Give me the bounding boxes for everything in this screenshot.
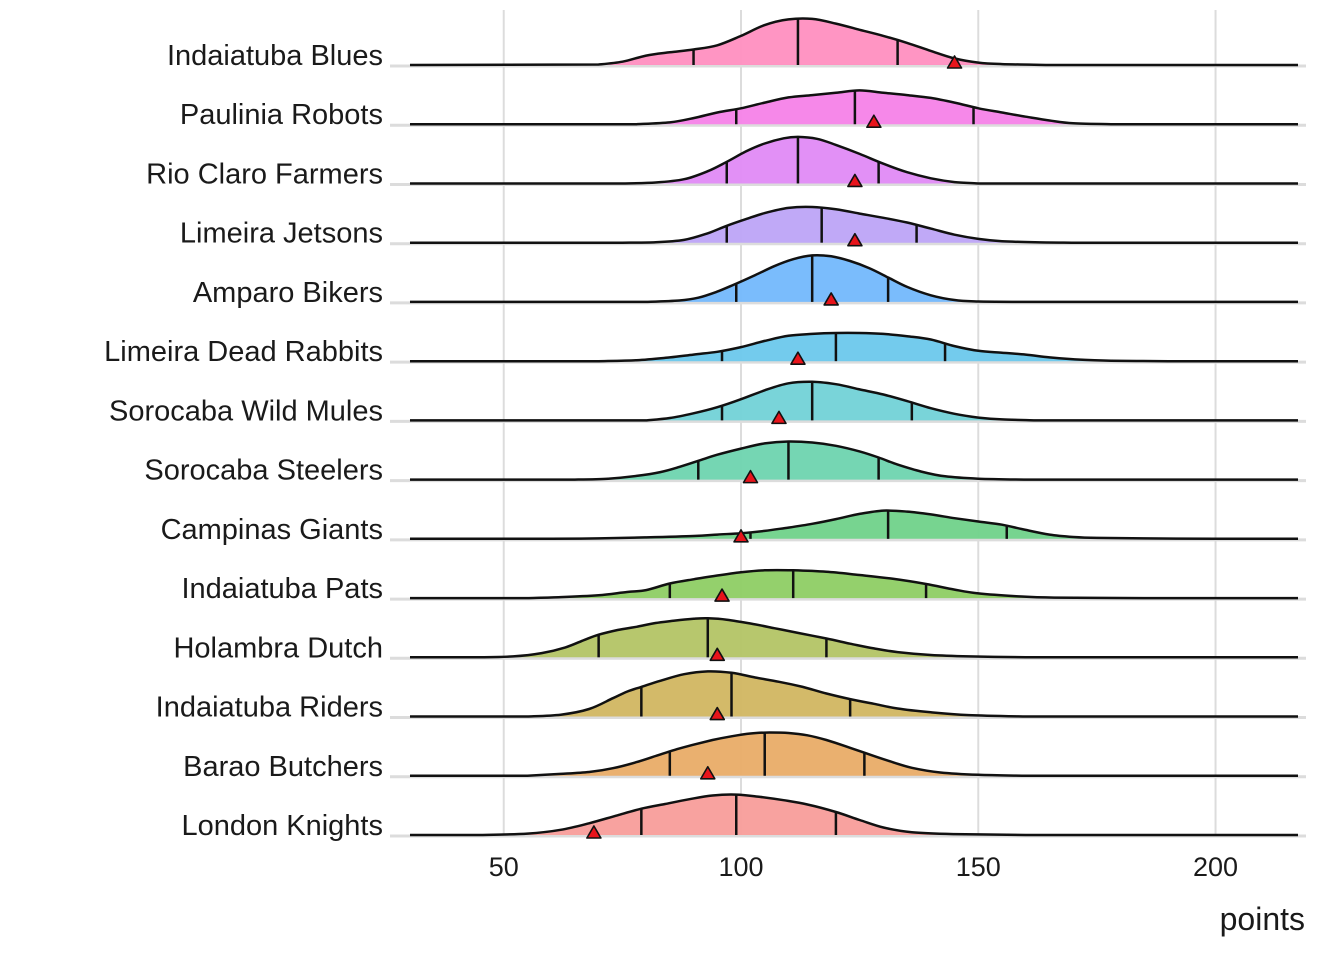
density-area xyxy=(646,255,1026,302)
density-area xyxy=(551,510,1216,539)
team-label: Amparo Bikers xyxy=(193,277,383,309)
density-area xyxy=(646,381,1036,421)
density-area xyxy=(527,671,1026,717)
ridge-barao-butchers: Barao Butchers xyxy=(183,731,1306,783)
density-area xyxy=(598,332,1169,362)
ridge-sorocaba-steelers: Sorocaba Steelers xyxy=(144,440,1306,487)
ridge-indaiatuba-pats: Indaiatuba Pats xyxy=(181,568,1306,605)
density-outline xyxy=(410,135,1298,185)
density-outline xyxy=(410,616,1298,659)
density-outline xyxy=(410,793,1298,837)
team-label: Rio Claro Farmers xyxy=(146,158,383,190)
ridge-campinas-giants: Campinas Giants xyxy=(161,509,1306,546)
ridge-rio-claro-farmers: Rio Claro Farmers xyxy=(146,135,1306,190)
x-tick-label-50: 50 xyxy=(489,852,519,882)
density-area xyxy=(622,206,1074,243)
team-label: Sorocaba Steelers xyxy=(144,455,383,487)
density-outline xyxy=(410,568,1298,600)
marker-triangle xyxy=(742,469,759,484)
team-label: Paulinia Robots xyxy=(180,99,383,131)
x-axis: 50 100 150 200 xyxy=(489,852,1238,882)
density-outline xyxy=(410,670,1298,718)
density-area xyxy=(598,18,1050,65)
team-label: Campinas Giants xyxy=(161,514,383,546)
density-outline xyxy=(410,380,1298,422)
marker-triangle xyxy=(847,232,863,247)
x-axis-title: points xyxy=(1220,901,1305,937)
ridge-sorocaba-wild-mules: Sorocaba Wild Mules xyxy=(109,380,1306,427)
density-outline xyxy=(410,440,1298,481)
marker-triangle xyxy=(771,410,787,425)
marker-triangle xyxy=(699,765,716,780)
team-label: Holambra Dutch xyxy=(173,632,383,664)
density-area xyxy=(480,618,1026,658)
ridge-paulinia-robots: Paulinia Robots xyxy=(180,89,1306,131)
ridge-limeira-dead-rabbits: Limeira Dead Rabbits xyxy=(104,331,1306,368)
team-label: Indaiatuba Pats xyxy=(181,573,383,605)
marker-triangle xyxy=(709,706,726,721)
density-outline xyxy=(410,205,1298,244)
ridge-amparo-bikers: Amparo Bikers xyxy=(193,253,1306,309)
ridge-holambra-dutch: Holambra Dutch xyxy=(173,616,1306,664)
density-outline xyxy=(410,331,1298,363)
marker-triangle xyxy=(790,351,806,365)
marker-triangle xyxy=(847,173,863,188)
marker-triangle xyxy=(866,114,882,129)
marker-triangle xyxy=(709,647,726,662)
team-label: Indaiatuba Riders xyxy=(156,692,383,724)
marker-triangle xyxy=(946,55,963,69)
marker-triangle xyxy=(823,292,839,306)
density-area xyxy=(622,136,979,184)
density-outline xyxy=(410,509,1298,541)
density-outline xyxy=(410,89,1298,126)
marker-triangle xyxy=(586,825,602,839)
x-tick-label-200: 200 xyxy=(1193,852,1238,882)
density-area xyxy=(527,570,1145,599)
x-tick-label-150: 150 xyxy=(956,852,1001,882)
ridge-limeira-jetsons: Limeira Jetsons xyxy=(180,205,1306,250)
team-label: Limeira Jetsons xyxy=(180,218,383,250)
marker-triangle xyxy=(733,529,749,543)
team-label: Limeira Dead Rabbits xyxy=(104,336,383,368)
team-label: Sorocaba Wild Mules xyxy=(109,395,383,427)
density-area xyxy=(480,794,1026,835)
ridges-layer: Indaiatuba Blues Paulinia Robots Rio Claro… xyxy=(104,17,1306,842)
ridge-indaiatuba-blues: Indaiatuba Blues xyxy=(167,17,1306,72)
density-area xyxy=(636,90,1112,125)
ridge-indaiatuba-riders: Indaiatuba Riders xyxy=(156,670,1306,724)
ridge-london-knights: London Knights xyxy=(181,793,1306,842)
team-label: London Knights xyxy=(181,810,383,842)
team-label: Barao Butchers xyxy=(183,751,383,783)
team-label: Indaiatuba Blues xyxy=(167,40,383,72)
x-tick-label-100: 100 xyxy=(718,852,763,882)
density-outline xyxy=(410,731,1298,778)
density-outline xyxy=(410,253,1298,304)
marker-triangle xyxy=(714,588,730,602)
